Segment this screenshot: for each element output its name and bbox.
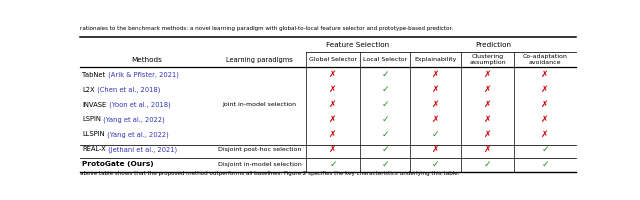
Text: Prediction: Prediction — [475, 42, 511, 48]
Text: ✓: ✓ — [381, 85, 388, 94]
Text: Joint in-model selection: Joint in-model selection — [223, 102, 297, 107]
Text: ✗: ✗ — [329, 85, 337, 94]
Text: LLSPIN: LLSPIN — [83, 131, 105, 137]
Text: Disjoint in-model selection: Disjoint in-model selection — [218, 162, 301, 167]
Text: Clustering
assumption: Clustering assumption — [469, 54, 506, 65]
Text: ✓: ✓ — [431, 130, 439, 139]
Text: Local Selector: Local Selector — [363, 57, 407, 62]
Text: ✗: ✗ — [541, 70, 548, 79]
Text: ✓: ✓ — [381, 70, 388, 79]
Text: ✗: ✗ — [484, 70, 492, 79]
Text: (Yoon et al., 2018): (Yoon et al., 2018) — [107, 101, 170, 108]
Text: Methods: Methods — [132, 57, 163, 63]
Text: ✗: ✗ — [484, 130, 492, 139]
Text: ✓: ✓ — [431, 160, 439, 169]
Text: TabNet: TabNet — [83, 72, 106, 78]
Text: rationales to the benchmark methods: a novel learning paradigm with global-to-lo: rationales to the benchmark methods: a n… — [80, 26, 453, 31]
Text: ✗: ✗ — [431, 145, 439, 154]
Text: ✗: ✗ — [484, 145, 492, 154]
Text: ✓: ✓ — [541, 160, 548, 169]
Text: ✗: ✗ — [541, 85, 548, 94]
Text: Global Selector: Global Selector — [309, 57, 357, 62]
Text: ✗: ✗ — [329, 115, 337, 124]
Text: ✗: ✗ — [431, 100, 439, 109]
Text: ✓: ✓ — [381, 100, 388, 109]
Text: Disjoint post-hoc selection: Disjoint post-hoc selection — [218, 147, 301, 152]
Text: ✗: ✗ — [541, 115, 548, 124]
Text: ✓: ✓ — [381, 160, 388, 169]
Text: ✗: ✗ — [431, 70, 439, 79]
Text: INVASE: INVASE — [83, 102, 107, 108]
Text: L2X: L2X — [83, 87, 95, 93]
Text: ✓: ✓ — [329, 160, 337, 169]
Text: LSPIN: LSPIN — [83, 116, 101, 122]
Text: (Jethani et al., 2021): (Jethani et al., 2021) — [106, 146, 177, 153]
Text: Co-adaptation
avoidance: Co-adaptation avoidance — [523, 54, 568, 65]
Text: ✗: ✗ — [431, 115, 439, 124]
Text: (Yang et al., 2022): (Yang et al., 2022) — [105, 131, 169, 138]
Text: (Arik & Pfister, 2021): (Arik & Pfister, 2021) — [106, 71, 179, 78]
Text: ✗: ✗ — [484, 85, 492, 94]
Text: REAL-X: REAL-X — [83, 146, 106, 152]
Text: Explainability: Explainability — [414, 57, 456, 62]
Text: ✗: ✗ — [484, 115, 492, 124]
Text: ✓: ✓ — [484, 160, 492, 169]
Text: ✓: ✓ — [541, 145, 548, 154]
Text: ✗: ✗ — [329, 145, 337, 154]
Text: ✗: ✗ — [541, 100, 548, 109]
Text: ✓: ✓ — [381, 145, 388, 154]
Text: ✗: ✗ — [329, 100, 337, 109]
Text: ✗: ✗ — [329, 70, 337, 79]
Text: ✗: ✗ — [431, 85, 439, 94]
Text: Feature Selection: Feature Selection — [326, 42, 389, 48]
Text: (Chen et al., 2018): (Chen et al., 2018) — [95, 86, 161, 93]
Text: ✗: ✗ — [329, 130, 337, 139]
Text: Learning paradigms: Learning paradigms — [227, 57, 293, 63]
Text: ✗: ✗ — [484, 100, 492, 109]
Text: (Yang et al., 2022): (Yang et al., 2022) — [101, 116, 165, 123]
Text: ✓: ✓ — [381, 130, 388, 139]
Text: ✗: ✗ — [541, 130, 548, 139]
Text: ✓: ✓ — [381, 115, 388, 124]
Text: ProtoGate (Ours): ProtoGate (Ours) — [83, 161, 154, 167]
Text: above table shows that the proposed method outperforms all baselines. Figure 2 s: above table shows that the proposed meth… — [80, 171, 460, 176]
